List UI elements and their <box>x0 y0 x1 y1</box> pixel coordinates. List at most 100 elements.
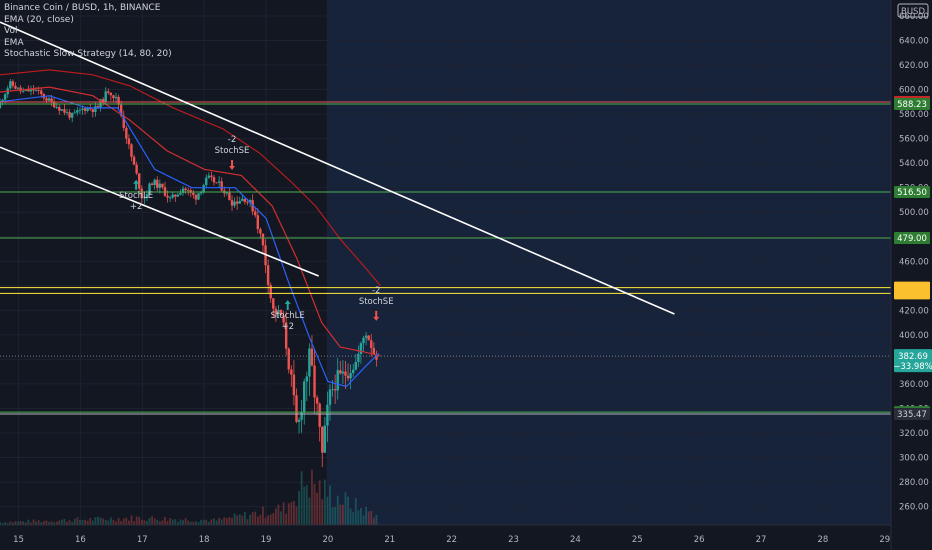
candle-body <box>310 348 314 366</box>
volume-bar <box>97 516 99 525</box>
candle-body <box>336 370 339 391</box>
volume-bar <box>367 511 370 525</box>
volume-bar <box>84 519 86 525</box>
volume-bar <box>236 515 239 525</box>
level-tag <box>894 231 930 244</box>
volume-bar <box>1 523 4 525</box>
volume-bar <box>318 480 321 525</box>
candle-body <box>313 365 316 398</box>
legend-symbol[interactable]: Binance Coin / BUSD, 1h, BINANCE <box>4 3 161 13</box>
legend-ema[interactable]: EMA <box>4 37 24 48</box>
candle-body <box>135 164 138 174</box>
volume-bar <box>282 502 285 525</box>
volume-bar <box>308 497 311 525</box>
candle-body <box>375 354 378 360</box>
candle-body <box>205 177 208 186</box>
volume-bar <box>6 523 9 525</box>
x-tick-label: 19 <box>261 535 272 545</box>
volume-bar <box>102 518 105 525</box>
volume-bar <box>231 518 233 525</box>
volume-bar <box>244 511 246 525</box>
candle-body <box>58 107 61 111</box>
volume-bar <box>305 485 308 525</box>
candle-body <box>29 88 33 92</box>
candle-body <box>101 99 105 103</box>
x-tick-label: 17 <box>137 535 148 545</box>
signal-qty: -2 <box>228 135 236 145</box>
candle-body <box>261 233 265 246</box>
volume-bar <box>213 518 215 525</box>
volume-bar <box>195 521 197 525</box>
trendline <box>0 21 675 315</box>
volume-bar <box>151 516 154 525</box>
volume-bar <box>79 519 81 525</box>
candle-body <box>125 127 128 139</box>
candle-body <box>179 193 182 195</box>
volume-bar <box>303 486 306 525</box>
volume-bar <box>135 516 138 525</box>
volume-bar <box>60 519 63 525</box>
candle-body <box>22 90 25 92</box>
candle-body <box>259 229 262 234</box>
candle-body <box>238 201 241 204</box>
volume-bar <box>138 516 141 525</box>
candle-body <box>148 183 151 195</box>
volume-bar <box>68 520 71 525</box>
volume-bar <box>370 510 373 525</box>
currency-badge <box>897 3 929 18</box>
volume-bar <box>104 519 107 525</box>
candle-body <box>34 90 38 91</box>
legend-strategy[interactable]: Stochastic Slow Strategy (14, 80, 20) <box>4 49 172 59</box>
volume-bar <box>73 518 76 525</box>
legend-ema-20[interactable]: EMA (20, close) <box>4 14 74 25</box>
candle-body <box>132 156 136 165</box>
volume-bar <box>112 520 115 525</box>
y-tick-label: 300.00 <box>899 454 929 464</box>
volume-bar <box>4 522 7 525</box>
y-tick-label: 500.00 <box>899 208 929 218</box>
candle-body <box>176 194 180 197</box>
candle-body <box>89 108 92 110</box>
volume-bar <box>58 520 61 525</box>
y-tick-label: 260.00 <box>899 503 929 513</box>
candle-body <box>349 373 352 379</box>
candle-body <box>323 425 327 453</box>
y-tick-label: 600.00 <box>899 86 929 96</box>
y-tick-label: 280.00 <box>899 478 929 488</box>
candle-body <box>303 381 306 412</box>
candle-body <box>354 362 357 370</box>
candle-body <box>225 192 229 194</box>
volume-bar <box>280 511 282 525</box>
candle-body <box>279 310 283 316</box>
volume-bar <box>146 520 148 525</box>
signal-qty: +2 <box>281 322 294 332</box>
signal-arrow-up-icon <box>133 179 140 190</box>
candle-body <box>372 348 376 355</box>
volume-bar <box>256 516 259 525</box>
level-tag-label: 335.47 <box>897 410 927 420</box>
volume-bar <box>285 513 288 525</box>
candle-body <box>55 107 58 108</box>
candle-body <box>27 89 30 92</box>
candle-body <box>138 173 141 189</box>
volume-bar <box>272 513 275 525</box>
signal-qty: +2 <box>130 202 143 212</box>
candle-body <box>73 112 76 114</box>
candle-body <box>130 144 133 157</box>
candle-body <box>235 201 239 204</box>
volume-bar <box>341 504 344 525</box>
level-tag-label: 516.50 <box>897 188 927 198</box>
volume-bar <box>321 499 324 525</box>
candle-body <box>357 353 360 363</box>
volume-bar <box>189 521 192 525</box>
trendline <box>0 146 319 277</box>
level-tag-label: 479.00 <box>897 234 927 244</box>
candle-body <box>40 90 43 95</box>
candle-body <box>104 91 107 103</box>
candle-body <box>308 348 311 377</box>
legend-volume[interactable]: Vol <box>4 26 18 36</box>
volume-bar <box>192 521 195 525</box>
volume-bar <box>158 521 161 525</box>
candle-body <box>194 195 198 200</box>
